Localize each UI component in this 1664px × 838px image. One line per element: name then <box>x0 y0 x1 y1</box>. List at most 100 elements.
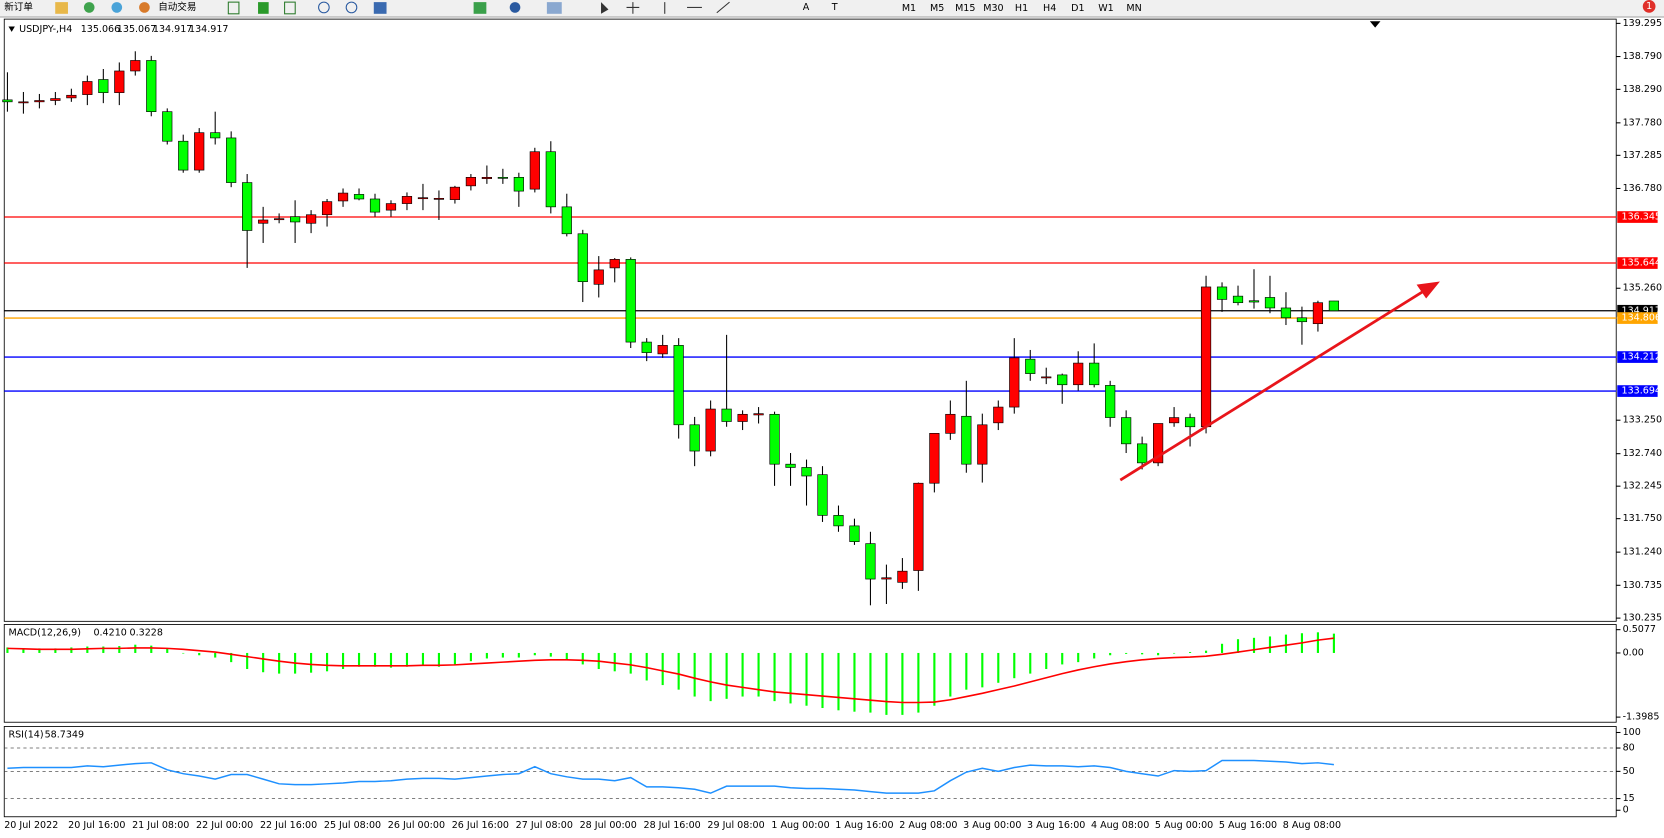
y-tick-label: 80 <box>1623 743 1635 754</box>
macd-bar <box>1173 652 1176 654</box>
tool-button[interactable]: A <box>803 2 810 13</box>
candle-body <box>305 214 317 224</box>
macd-bar <box>949 652 952 697</box>
macd-bar <box>1029 652 1032 674</box>
crosshair-icon[interactable] <box>626 2 640 14</box>
macd-bar <box>1252 637 1256 653</box>
icon[interactable] <box>111 2 123 13</box>
timeframe-button[interactable]: W1 <box>1098 3 1114 14</box>
icon[interactable] <box>83 2 95 13</box>
notification-badge[interactable] <box>1642 0 1656 13</box>
icon[interactable] <box>473 2 487 14</box>
y-tick-label: 137.285 <box>1623 150 1662 161</box>
candle-body <box>529 151 540 190</box>
timeframe-button[interactable]: D1 <box>1071 3 1084 14</box>
macd-bar <box>118 646 121 653</box>
candle-body <box>98 79 109 93</box>
candle-body <box>705 408 716 452</box>
level-label: 133.694 <box>1622 386 1661 397</box>
macd-bar <box>981 652 984 688</box>
badge-count: 1 <box>1646 1 1652 12</box>
macd-bar <box>437 652 440 667</box>
candle-body <box>337 192 349 202</box>
candle-body <box>881 577 892 580</box>
candle-body <box>433 198 445 200</box>
macd-bar <box>485 652 488 659</box>
candle-body <box>1280 307 1292 319</box>
candle-body <box>1057 374 1068 386</box>
candle-body <box>178 140 189 171</box>
candle-body <box>673 345 684 426</box>
macd-bar <box>1061 652 1064 665</box>
cursor-icon[interactable] <box>601 2 609 14</box>
new-order-button[interactable]: 新订单 <box>4 1 33 13</box>
icon[interactable] <box>509 2 521 13</box>
candle-body <box>194 132 205 171</box>
candle-body <box>609 259 620 269</box>
icon[interactable] <box>258 2 269 14</box>
ohlc-readout: 134.917 <box>153 24 192 35</box>
ohlc-readout: 134.917 <box>189 24 228 35</box>
macd-bar <box>997 652 1000 683</box>
macd-bar <box>613 652 616 672</box>
macd-bar <box>1268 636 1272 653</box>
candle-body <box>162 111 173 142</box>
timeframe-button[interactable]: M1 <box>902 3 916 14</box>
macd-bar <box>389 652 393 668</box>
candle-body <box>1168 417 1180 424</box>
macd-bar <box>677 652 680 690</box>
icon[interactable] <box>139 2 150 13</box>
macd-bar <box>549 652 552 657</box>
macd-bar <box>38 648 41 653</box>
icon[interactable] <box>284 1 296 15</box>
icon[interactable] <box>55 2 68 14</box>
timeframe-button[interactable]: M30 <box>983 3 1003 14</box>
macd-bar <box>86 646 89 653</box>
macd-bar <box>741 652 744 697</box>
icon[interactable] <box>345 1 358 14</box>
y-tick-label: 100 <box>1623 727 1641 738</box>
macd-bar <box>517 652 520 658</box>
macd-bar <box>134 644 137 653</box>
icon[interactable] <box>227 1 240 15</box>
candle-body <box>545 151 556 208</box>
icon[interactable] <box>373 2 387 14</box>
candle-body <box>1089 362 1100 386</box>
macd-bar <box>310 652 313 673</box>
candle-body <box>449 186 461 200</box>
candle-body <box>561 206 572 235</box>
tool-button[interactable]: T <box>831 2 838 13</box>
timeframe-button[interactable]: MN <box>1126 3 1141 14</box>
timeframe-button[interactable]: M15 <box>955 3 975 14</box>
macd-bar <box>1332 633 1335 653</box>
macd-bar <box>757 652 760 697</box>
y-tick-label: 136.780 <box>1623 183 1662 194</box>
candle-body <box>961 415 972 465</box>
candle-body <box>897 570 908 583</box>
icon[interactable] <box>546 2 562 14</box>
candle-body <box>114 70 125 93</box>
timeframe-button[interactable]: H4 <box>1043 3 1056 14</box>
timeframe-button[interactable]: H1 <box>1015 3 1028 14</box>
macd-bar <box>629 652 632 674</box>
x-tick-label: 20 Jul 2022 <box>4 820 58 831</box>
candle-body <box>1216 286 1228 300</box>
level-label: 134.212 <box>1622 352 1661 363</box>
signal-line <box>7 637 1335 704</box>
timeframe-button[interactable]: M5 <box>930 3 944 14</box>
macd-bar <box>1125 652 1128 654</box>
level-label-bg <box>1617 304 1658 317</box>
candle-body <box>2 99 13 103</box>
candle-body <box>130 60 141 72</box>
macd-bar <box>1077 652 1080 663</box>
x-tick-label: 3 Aug 16:00 <box>1027 820 1085 831</box>
auto-trading-button[interactable]: 自动交易 <box>158 1 196 13</box>
candle-body <box>721 408 732 422</box>
candle-body <box>593 269 604 285</box>
macd-bar <box>326 652 329 672</box>
macd-bar <box>1189 652 1192 653</box>
level-label: 134.806 <box>1622 313 1661 324</box>
icon[interactable] <box>318 1 330 14</box>
trendline-icon[interactable] <box>716 1 730 14</box>
